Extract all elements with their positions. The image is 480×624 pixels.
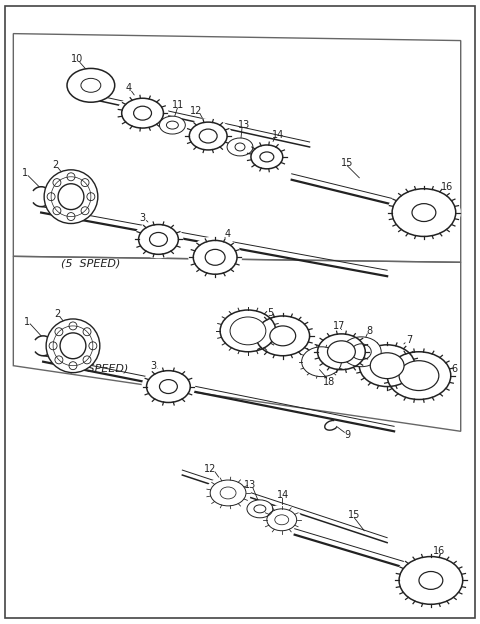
Ellipse shape <box>184 118 232 154</box>
Text: 13: 13 <box>238 120 250 130</box>
Ellipse shape <box>262 505 301 535</box>
Ellipse shape <box>270 326 296 346</box>
Text: 5: 5 <box>267 308 273 318</box>
Ellipse shape <box>133 220 183 258</box>
Ellipse shape <box>341 337 381 367</box>
Circle shape <box>58 183 84 210</box>
Ellipse shape <box>81 79 101 92</box>
Ellipse shape <box>327 341 355 363</box>
Text: 16: 16 <box>432 545 445 555</box>
Text: 2: 2 <box>52 160 58 170</box>
Ellipse shape <box>205 250 225 265</box>
Ellipse shape <box>205 476 251 510</box>
Text: 13: 13 <box>244 480 256 490</box>
Ellipse shape <box>159 116 185 134</box>
Text: 16: 16 <box>441 182 453 192</box>
Ellipse shape <box>382 348 456 404</box>
Ellipse shape <box>419 572 443 590</box>
Ellipse shape <box>394 553 468 608</box>
Ellipse shape <box>387 185 461 240</box>
Ellipse shape <box>235 143 245 151</box>
Text: (4  SPEED): (4 SPEED) <box>69 364 128 374</box>
Text: 3: 3 <box>140 213 145 223</box>
Text: 4: 4 <box>126 83 132 94</box>
Ellipse shape <box>227 138 253 156</box>
Text: 14: 14 <box>276 490 289 500</box>
Ellipse shape <box>67 69 115 102</box>
Ellipse shape <box>251 312 314 359</box>
Ellipse shape <box>142 367 195 406</box>
Text: 3: 3 <box>150 361 156 371</box>
Ellipse shape <box>246 141 288 173</box>
Ellipse shape <box>167 121 179 129</box>
Ellipse shape <box>412 203 436 222</box>
Text: (5  SPEED): (5 SPEED) <box>61 258 120 268</box>
Text: 15: 15 <box>341 158 354 168</box>
Ellipse shape <box>254 505 266 513</box>
Text: 2: 2 <box>54 309 60 319</box>
Text: 4: 4 <box>225 230 231 240</box>
Circle shape <box>60 333 86 359</box>
Text: 6: 6 <box>452 364 458 374</box>
Ellipse shape <box>399 361 439 391</box>
Ellipse shape <box>312 330 370 374</box>
Text: 8: 8 <box>366 326 372 336</box>
Text: 17: 17 <box>333 321 346 331</box>
Text: 12: 12 <box>190 106 203 116</box>
Ellipse shape <box>275 515 288 525</box>
Ellipse shape <box>117 94 168 132</box>
Text: 11: 11 <box>172 100 184 110</box>
Text: 9: 9 <box>344 431 350 441</box>
Circle shape <box>44 170 98 223</box>
Text: 1: 1 <box>22 168 28 178</box>
Ellipse shape <box>260 152 274 162</box>
Text: 18: 18 <box>324 377 336 387</box>
Circle shape <box>46 319 100 373</box>
Ellipse shape <box>133 106 152 120</box>
Text: 1: 1 <box>24 317 30 327</box>
Ellipse shape <box>159 379 178 394</box>
Text: 14: 14 <box>272 130 284 140</box>
Ellipse shape <box>354 341 420 391</box>
Text: 10: 10 <box>71 54 83 64</box>
Ellipse shape <box>188 236 242 278</box>
Ellipse shape <box>370 353 404 379</box>
Ellipse shape <box>247 500 273 518</box>
Ellipse shape <box>220 487 236 499</box>
Ellipse shape <box>150 233 168 246</box>
Ellipse shape <box>230 317 266 345</box>
Text: 7: 7 <box>406 335 412 345</box>
Text: 12: 12 <box>204 464 216 474</box>
Text: 15: 15 <box>348 510 360 520</box>
Ellipse shape <box>199 129 217 143</box>
